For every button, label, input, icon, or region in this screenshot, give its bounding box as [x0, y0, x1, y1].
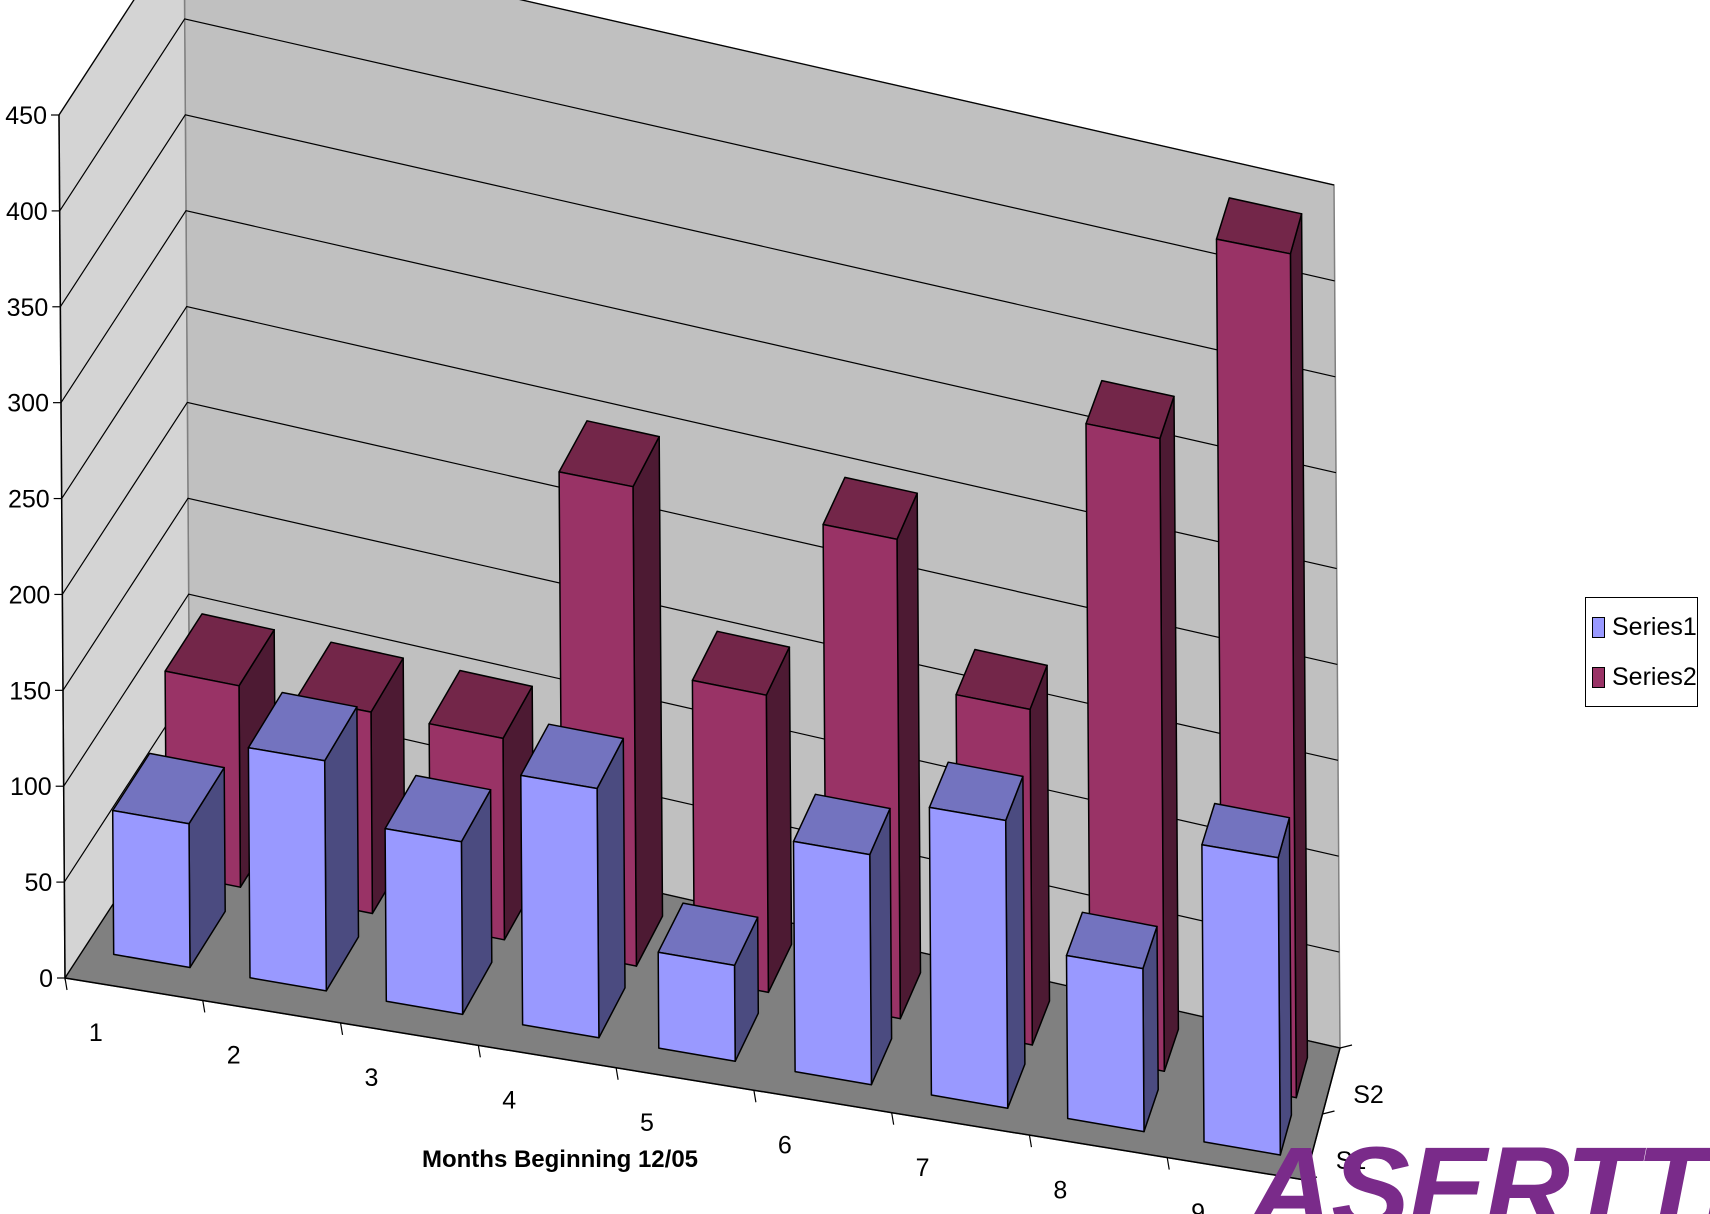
- y-axis-line: [58, 114, 66, 979]
- bar-series1-4: [520, 723, 626, 1039]
- bar-front-face: [928, 806, 1009, 1109]
- y-tick-label: 0: [39, 965, 53, 993]
- bar-series1-2: [247, 691, 360, 992]
- gridline: [58, 0, 1335, 186]
- legend-item-series1: Series1: [1586, 602, 1697, 652]
- bar-series1-7: [928, 761, 1026, 1109]
- legend-item-series2: Series2: [1586, 652, 1697, 702]
- bar-series1-5: [657, 902, 760, 1063]
- y-tick-label: 150: [9, 677, 51, 705]
- y-tick-label: 100: [10, 773, 52, 801]
- x-axis-line: [64, 977, 1306, 1181]
- bar-side-face: [869, 807, 893, 1086]
- x-tick: [1304, 1179, 1308, 1193]
- x-axis-title: Months Beginning 12/05: [422, 1146, 698, 1173]
- axis-labels: 0 50 100 150 200 250 300 350 400 450 1 2 3 4 5 6 7 8 9 S1 S2: [5, 102, 1384, 1214]
- x-tick-label: 5: [640, 1109, 654, 1137]
- bar-series2-8: [1085, 379, 1180, 1073]
- bar-side-face: [1004, 775, 1026, 1109]
- bar-series1-6: [792, 793, 893, 1086]
- bar-side-face: [896, 492, 922, 1020]
- bar-side-face: [765, 646, 793, 994]
- x-tick: [1166, 1157, 1170, 1170]
- bar-front-face: [657, 951, 736, 1063]
- y-tick-label: 350: [7, 294, 49, 322]
- bar-series1-9: [1201, 802, 1293, 1156]
- y-tick-label: 400: [6, 198, 48, 226]
- x-tick: [1028, 1135, 1033, 1148]
- x-tick: [615, 1067, 619, 1080]
- axes: [51, 114, 1353, 1193]
- bar-front-face: [1201, 843, 1282, 1156]
- y-tick-label: 250: [8, 486, 50, 514]
- y-tick-label: 200: [9, 581, 51, 609]
- gridline: [60, 210, 1337, 474]
- gridline: [61, 401, 1338, 665]
- x-tick-label: 2: [227, 1042, 241, 1070]
- bar-front-face: [1065, 954, 1145, 1133]
- bar-front-face: [520, 774, 600, 1039]
- bar-series1-3: [384, 774, 493, 1016]
- x-tick-label: 1: [89, 1019, 103, 1047]
- legend-swatch-series2: [1592, 666, 1605, 688]
- legend-swatch-series1: [1592, 616, 1605, 638]
- depth-tick-label: S1: [1336, 1147, 1367, 1175]
- logo-text: ASERTTi: [1248, 1132, 1710, 1214]
- gridline: [61, 305, 1337, 570]
- gridline: [59, 114, 1336, 378]
- legend-label-series1: Series1: [1612, 612, 1697, 641]
- asertti-logo: ASERTTi: [1248, 1132, 1710, 1214]
- x-tick: [64, 977, 68, 991]
- x-tick-label: 4: [502, 1087, 516, 1115]
- bars: [111, 197, 1309, 1156]
- gridline: [59, 18, 1335, 282]
- y-tick-label: 450: [5, 102, 47, 130]
- bar-side-face: [632, 435, 664, 967]
- bar-front-face: [247, 746, 328, 992]
- x-tick-label: 6: [778, 1131, 792, 1159]
- bar-side-face: [1029, 664, 1051, 1046]
- x-tick: [202, 1000, 206, 1013]
- x-tick-label: 9: [1191, 1199, 1205, 1214]
- bar-front-face: [111, 809, 191, 969]
- x-tick: [339, 1022, 344, 1035]
- depth-tick-label: S2: [1353, 1081, 1384, 1109]
- bar-front-face: [792, 840, 873, 1086]
- x-tick: [891, 1112, 895, 1125]
- x-tick-label: 3: [364, 1064, 378, 1092]
- depth-tick: [1339, 1044, 1353, 1049]
- legend-label-series2: Series2: [1612, 662, 1697, 691]
- depth-tick: [1322, 1110, 1335, 1115]
- x-tick-label: 7: [916, 1154, 930, 1182]
- bar-side-face: [596, 737, 626, 1039]
- x-tick-label: 8: [1053, 1176, 1067, 1204]
- legend: Series1 Series2: [1585, 597, 1698, 707]
- x-tick: [753, 1090, 757, 1103]
- gridline: [62, 497, 1339, 761]
- x-tick: [477, 1045, 481, 1058]
- depth-tick: [1304, 1176, 1318, 1181]
- bar-front-face: [384, 827, 464, 1016]
- y-tick-label: 50: [25, 869, 53, 897]
- y-tick-label: 300: [7, 390, 49, 418]
- bar-series1-8: [1065, 911, 1159, 1133]
- bar-series1-1: [111, 752, 226, 969]
